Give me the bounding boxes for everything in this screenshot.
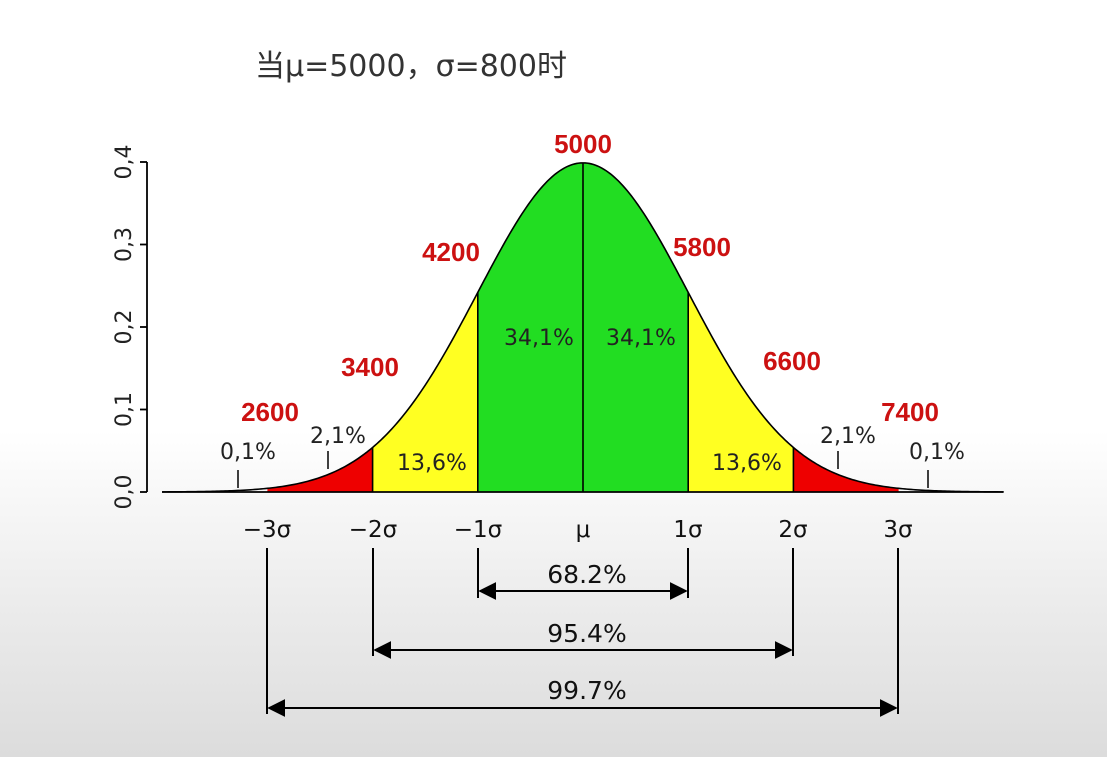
y-tick-label: 0,4 [112, 145, 137, 180]
range-label-68: 68.2% [547, 560, 626, 589]
value-label-plus2sigma: 6600 [763, 346, 821, 376]
y-tick-label: 0,0 [112, 475, 137, 510]
y-tick-label: 0,2 [112, 310, 137, 345]
pct-green-right: 34,1% [606, 326, 676, 351]
region-red-left [267, 447, 373, 492]
pct-red-right: 2,1% [820, 424, 876, 449]
sigma-lines [371, 162, 795, 492]
page-title: 当μ=5000，σ=800时 [255, 49, 567, 84]
x-tick-label: 2σ [778, 517, 807, 543]
bell-curve [162, 162, 1004, 493]
region-red-right [793, 447, 899, 492]
value-labels: 2600 3400 4200 5000 5800 6600 7400 [241, 129, 939, 427]
x-tick-label: μ [576, 517, 591, 543]
pct-yellow-right: 13,6% [712, 451, 782, 476]
annotation-ticks [237, 451, 929, 488]
axes [140, 161, 1003, 493]
pct-tail-right: 0,1% [909, 440, 965, 465]
x-tick-label: 3σ [883, 517, 912, 543]
value-label-plus1sigma: 5800 [673, 232, 731, 262]
x-tick-label: −1σ [454, 517, 502, 543]
value-label-plus3sigma: 7400 [881, 397, 939, 427]
pct-yellow-left: 13,6% [397, 451, 467, 476]
pct-red-left: 2,1% [310, 424, 366, 449]
range-label-99: 99.7% [547, 676, 626, 705]
band-percent-labels: 0,1% 2,1% 13,6% 34,1% 34,1% 13,6% 2,1% 0… [220, 326, 965, 476]
value-label-minus3sigma: 2600 [241, 397, 299, 427]
pct-tail-left: 0,1% [220, 440, 276, 465]
value-label-mu: 5000 [554, 129, 612, 159]
x-tick-label: 1σ [673, 517, 702, 543]
y-tick-label: 0,1 [112, 392, 137, 427]
y-tick-label: 0,3 [112, 227, 137, 262]
x-tick-labels: −3σ −2σ −1σ μ 1σ 2σ 3σ [243, 517, 913, 543]
value-label-minus2sigma: 3400 [341, 352, 399, 382]
range-brackets [266, 548, 899, 717]
pct-green-left: 34,1% [504, 326, 574, 351]
x-tick-label: −2σ [349, 517, 397, 543]
y-tick-labels: 0,0 0,1 0,2 0,3 0,4 [112, 145, 137, 510]
range-label-95: 95.4% [547, 619, 626, 648]
range-labels: 68.2% 95.4% 99.7% [547, 560, 626, 705]
value-label-minus1sigma: 4200 [422, 237, 480, 267]
x-tick-label: −3σ [243, 517, 291, 543]
